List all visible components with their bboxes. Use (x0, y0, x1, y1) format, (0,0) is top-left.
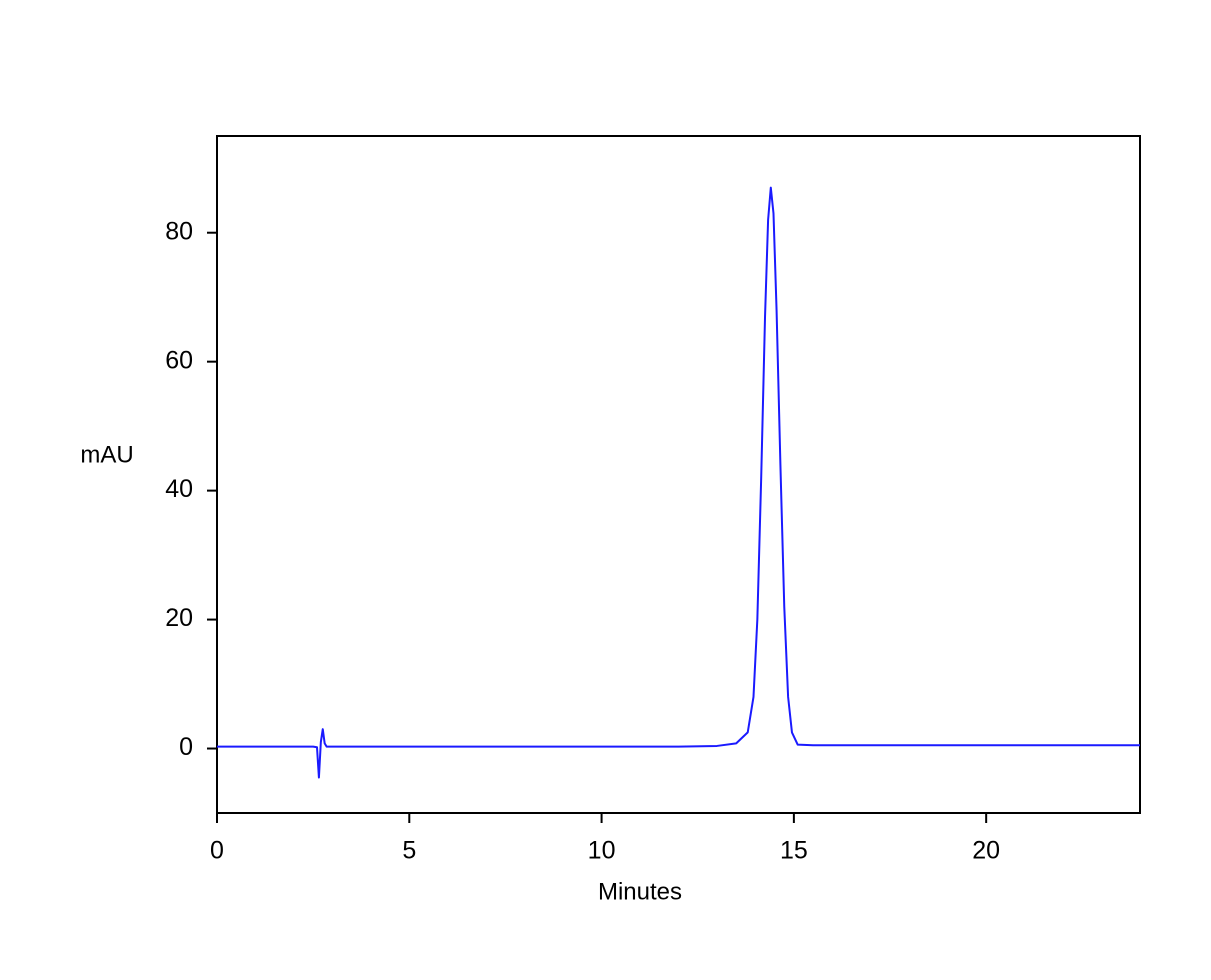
y-tick-label: 0 (179, 733, 193, 761)
y-tick-label: 40 (165, 475, 193, 503)
x-tick-label: 20 (972, 837, 1000, 865)
x-axis-label: Minutes (598, 878, 682, 905)
y-axis-label: mAU (80, 441, 133, 468)
plot-frame (216, 135, 1141, 814)
x-tick-label: 0 (210, 837, 224, 865)
x-tick-label: 5 (402, 837, 416, 865)
data-line (217, 186, 1140, 779)
y-tick-label: 80 (165, 217, 193, 245)
y-tick-label: 60 (165, 346, 193, 374)
y-tick-label: 20 (165, 604, 193, 632)
x-tick-label: 15 (780, 837, 808, 865)
x-tick-label: 10 (588, 837, 616, 865)
